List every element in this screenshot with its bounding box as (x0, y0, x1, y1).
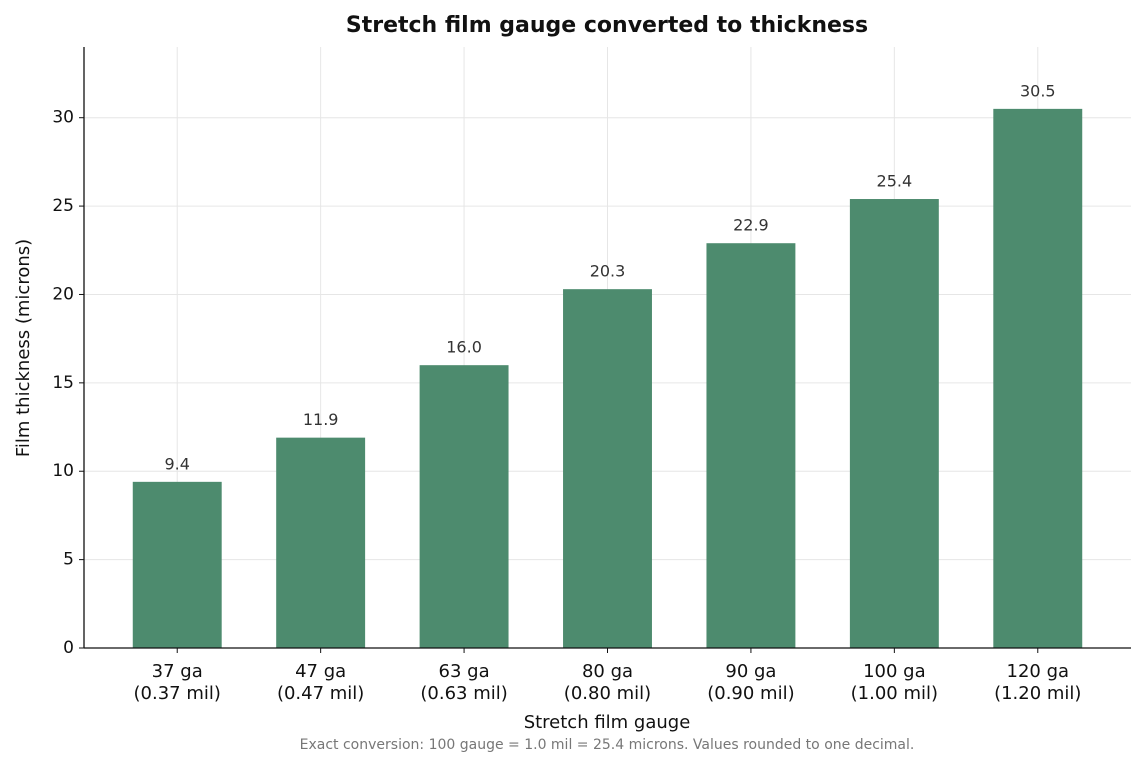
value-label: 16.0 (446, 338, 482, 357)
bar (993, 108, 1083, 648)
value-label: 11.9 (303, 410, 339, 429)
y-tick-label: 30 (52, 108, 74, 128)
bar (132, 481, 222, 648)
x-tick-label: 47 ga (295, 661, 346, 682)
x-tick-label: (0.63 mil) (420, 683, 507, 704)
x-tick-label: 80 ga (582, 661, 633, 682)
value-label: 20.3 (590, 262, 626, 281)
x-tick-label: 100 ga (863, 661, 926, 682)
y-axis-label: Film thickness (microns) (13, 239, 34, 457)
x-axis-label: Stretch film gauge (524, 712, 691, 733)
x-tick-label: 120 ga (1007, 661, 1070, 682)
x-tick-label: 37 ga (152, 661, 203, 682)
chart-title: Stretch film gauge converted to thicknes… (346, 13, 868, 38)
bar (276, 437, 366, 648)
y-tick-label: 20 (52, 284, 74, 304)
bar (563, 289, 652, 648)
value-label: 22.9 (733, 216, 769, 235)
x-tick-label: (0.80 mil) (564, 683, 651, 704)
value-label: 25.4 (877, 172, 913, 191)
bar (706, 243, 796, 649)
y-tick-label: 15 (52, 373, 74, 393)
y-tick-label: 10 (52, 461, 74, 481)
y-tick-label: 25 (52, 196, 74, 216)
x-tick-label: 90 ga (725, 661, 776, 682)
value-label: 9.4 (164, 454, 189, 473)
x-tick-label: (0.47 mil) (277, 683, 364, 704)
footnote: Exact conversion: 100 gauge = 1.0 mil = … (300, 737, 915, 753)
x-tick-label: 63 ga (439, 661, 490, 682)
bar (419, 365, 509, 648)
x-tick-label: (1.00 mil) (851, 683, 938, 704)
x-tick-label: (0.37 mil) (134, 683, 221, 704)
x-tick-label: (1.20 mil) (994, 683, 1081, 704)
x-tick-label: (0.90 mil) (707, 683, 794, 704)
bar (849, 199, 939, 649)
value-label: 30.5 (1020, 81, 1056, 100)
y-tick-label: 5 (63, 550, 74, 570)
y-tick-label: 0 (63, 638, 74, 658)
